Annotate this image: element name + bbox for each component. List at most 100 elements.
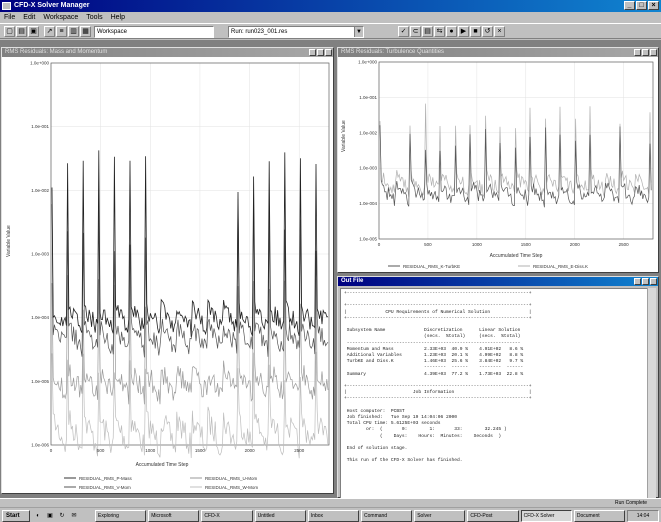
window-maximize-icon[interactable] — [642, 278, 649, 285]
log-line: ----------------------------------------… — [344, 340, 521, 346]
y-tick-label: 1.0e-004 — [359, 201, 377, 206]
taskbar-item[interactable]: CFD-X — [201, 510, 253, 522]
menu-help[interactable]: Help — [110, 14, 125, 21]
x-tick-label: 2000 — [245, 448, 256, 453]
status-bar: Run Complete — [0, 499, 661, 508]
y-tick-label: 1.0e-005 — [359, 237, 377, 242]
taskbar-item[interactable]: Command — [361, 510, 413, 522]
out-file-title-bar[interactable]: Out File — [338, 277, 658, 286]
series-line-u-mom — [51, 270, 329, 405]
close-button[interactable]: × — [648, 1, 659, 10]
log-line: Host computer: PCBST — [344, 408, 405, 414]
log-line: +---------------------------------------… — [344, 291, 532, 296]
link-icon[interactable]: ⊂ — [410, 26, 421, 37]
minimize-button[interactable]: _ — [624, 1, 635, 10]
taskbar-item[interactable]: Document — [573, 510, 626, 522]
plot-left-canvas: 1.0e-006 1.0e-005 1.0e-004 1.0e-003 1.0e-002… — [2, 57, 333, 493]
legend-entry: RESIDUAL_RMS_W-Mom — [205, 485, 258, 490]
x-tick-label: 500 — [97, 448, 105, 453]
plot-monitor-icon[interactable]: ↗ — [44, 26, 55, 37]
plot-right-canvas: 1.0e-005 1.0e-004 1.0e-003 1.0e-002 1.0e-001… — [338, 57, 658, 272]
toolbar: ▢ ▤ ▣ ↗ ≡ ▥ ▦ Workspace Run: run023_001.… — [0, 23, 661, 39]
run-combo[interactable]: Run: run023_001.res ▼ — [228, 26, 364, 38]
taskbar-item[interactable]: Microsoft — [148, 510, 200, 522]
window-maximize-icon[interactable] — [317, 49, 324, 56]
series-line-k-turbke — [379, 125, 652, 208]
taskbar-item[interactable]: Exploring — [95, 510, 147, 522]
menu-workspace[interactable]: Workspace — [43, 14, 79, 21]
x-tick-label: 0 — [50, 448, 53, 453]
arrange-icon[interactable]: ▦ — [80, 26, 91, 37]
text-output-icon[interactable]: ≡ — [56, 26, 67, 37]
x-tick-label: 0 — [378, 242, 381, 247]
taskbar-item[interactable]: CFD-X Solver — [520, 510, 572, 522]
taskbar-item[interactable]: Untitled — [254, 510, 306, 522]
run-combo-value: Run: run023_001.res — [231, 29, 288, 35]
quick-launch-icon[interactable]: ✉ — [71, 513, 77, 519]
kill-icon[interactable]: × — [494, 26, 505, 37]
window-minimize-icon[interactable] — [309, 49, 316, 56]
legend-entry: RESIDUAL_RMS_V-Mom — [79, 485, 131, 490]
record-icon[interactable]: ● — [446, 26, 457, 37]
taskbar-item[interactable]: Solver — [414, 510, 466, 522]
menu-bar: File Edit Workspace Tools Help — [0, 12, 661, 23]
y-tick-label: 1.0e-002 — [31, 188, 49, 193]
x-tick-label: 1500 — [195, 448, 206, 453]
workspace-area: RMS Residuals: Mass and Momentum 1.0e-00… — [0, 40, 661, 505]
log-line: +---------------------------------------… — [344, 303, 532, 309]
menu-edit[interactable]: Edit — [23, 14, 36, 21]
start-button[interactable]: Start — [2, 510, 30, 522]
menu-tools[interactable]: Tools — [86, 14, 103, 21]
swap-icon[interactable]: ⇆ — [434, 26, 445, 37]
log-line: Subsystem Name Discretization Linear Sol… — [344, 328, 521, 334]
quick-launch-icon[interactable]: ▣ — [47, 513, 53, 519]
out-file-scrollbar[interactable] — [647, 288, 656, 505]
quick-launch-icon[interactable]: ◐ — [36, 513, 40, 519]
window-close-icon[interactable] — [650, 278, 657, 285]
log-line: Momentum and Mass 2.33E+03 40.9 % 4.91E+… — [344, 346, 524, 352]
out-file-window: Out File +------------------------------… — [337, 276, 659, 505]
workspace-combo-value: Workspace — [97, 29, 127, 35]
y-tick-label: 1.0e-004 — [31, 315, 49, 320]
y-tick-label: 1.0e-001 — [359, 95, 377, 100]
taskbar-item[interactable]: CFD-Post — [467, 510, 519, 522]
plot-window-title[interactable]: RMS Residuals: Turbulence Quantities — [338, 48, 658, 57]
window-minimize-icon[interactable] — [634, 49, 641, 56]
out-file-text[interactable]: +---------------------------------------… — [340, 288, 650, 505]
window-maximize-icon[interactable] — [642, 49, 649, 56]
menu-file[interactable]: File — [4, 14, 16, 21]
plot-window-title[interactable]: RMS Residuals: Mass and Momentum — [2, 48, 333, 57]
play-icon[interactable]: ▶ — [458, 26, 469, 37]
window-close-icon[interactable] — [325, 49, 332, 56]
save-workspace-icon[interactable]: ▣ — [28, 26, 39, 37]
legend-entry: RESIDUAL_RMS_K-TurbKE — [403, 264, 460, 269]
log-line: Summary 4.39E+03 77.2 % 1.73E+03 22.8 % — [344, 371, 524, 377]
plot-right-frame — [378, 61, 654, 240]
layout-icon[interactable]: ▥ — [68, 26, 79, 37]
chevron-down-icon[interactable]: ▼ — [354, 27, 363, 37]
monitor-icon[interactable]: ▤ — [422, 26, 433, 37]
taskbar-item[interactable]: Inbox — [307, 510, 360, 522]
legend-entry: RESIDUAL_RMS_E-Diss.K — [533, 264, 588, 269]
maximize-button[interactable]: □ — [636, 1, 647, 10]
x-tick-label: 2000 — [570, 242, 581, 247]
log-line: This run of the CFD-X Solver has finishe… — [344, 458, 463, 464]
window-close-icon[interactable] — [650, 49, 657, 56]
check-icon[interactable]: ✓ — [398, 26, 409, 37]
open-workspace-icon[interactable]: ▤ — [16, 26, 27, 37]
stop-icon[interactable]: ■ — [470, 26, 481, 37]
plot-left-x-label: Accumulated Time Step — [136, 462, 189, 468]
y-tick-label: 1.0e-001 — [31, 124, 49, 129]
clock: 14:04 — [636, 513, 650, 519]
restart-icon[interactable]: ↺ — [482, 26, 493, 37]
workspace-combo[interactable]: Workspace — [94, 26, 214, 38]
new-workspace-icon[interactable]: ▢ — [4, 26, 15, 37]
out-file-title: Out File — [341, 278, 364, 284]
log-line: ( Days: Hours: Minutes: Seconds ) — [344, 433, 502, 439]
y-tick-label: 1.0e-003 — [31, 252, 49, 257]
status-text: Run Complete — [615, 500, 647, 506]
log-line: +---------------------------------------… — [344, 384, 532, 390]
x-tick-label: 2500 — [619, 242, 630, 247]
quick-launch-icon[interactable]: ↻ — [59, 513, 65, 519]
window-minimize-icon[interactable] — [634, 278, 641, 285]
